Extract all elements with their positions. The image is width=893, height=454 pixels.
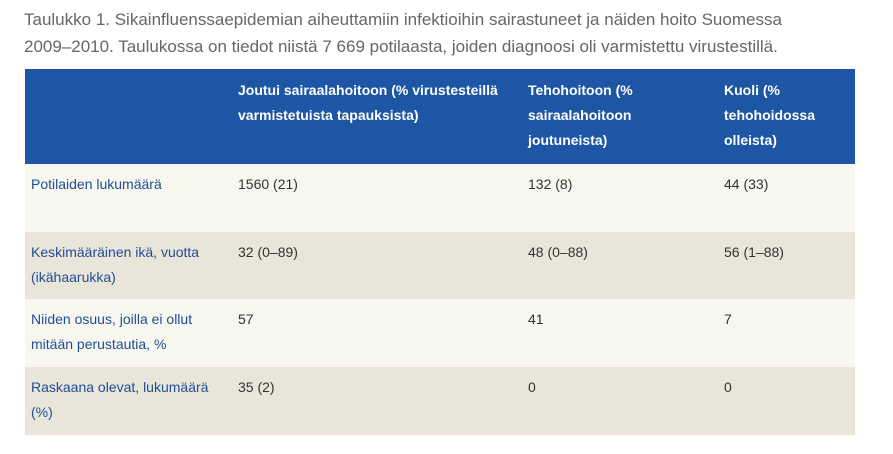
- table-cell: 132 (8): [522, 164, 718, 232]
- header-cell-hospitalized: Joutui sairaalahoitoon (% virustesteillä…: [232, 69, 522, 164]
- table-cell: 44 (33): [718, 164, 855, 232]
- table-row: Potilaiden lukumäärä 1560 (21) 132 (8) 4…: [25, 164, 855, 232]
- table-body: Potilaiden lukumäärä 1560 (21) 132 (8) 4…: [25, 164, 855, 435]
- table-cell: 48 (0–88): [522, 232, 718, 299]
- caption-line-1: Taulukko 1. Sikainfluenssaepidemian aihe…: [24, 10, 782, 29]
- table-cell: 7: [718, 299, 855, 367]
- row-label: Niiden osuus, joilla ei ollut mitään per…: [25, 299, 232, 367]
- header-cell-died: Kuoli (% tehohoidossa olleista): [718, 69, 855, 164]
- table-caption: Taulukko 1. Sikainfluenssaepidemian aihe…: [24, 6, 884, 60]
- header-row: Joutui sairaalahoitoon (% virustesteillä…: [25, 69, 855, 164]
- table-header: Joutui sairaalahoitoon (% virustesteillä…: [25, 69, 855, 164]
- table-cell: 41: [522, 299, 718, 367]
- table-cell: 32 (0–89): [232, 232, 522, 299]
- row-label: Potilaiden lukumäärä: [25, 164, 232, 232]
- header-cell-empty: [25, 69, 232, 164]
- table-row: Keskimääräinen ikä, vuotta (ikähaarukka)…: [25, 232, 855, 299]
- table-cell: 57: [232, 299, 522, 367]
- table-cell: 35 (2): [232, 367, 522, 435]
- table-cell: 0: [522, 367, 718, 435]
- table-row: Raskaana olevat, lukumäärä (%) 35 (2) 0 …: [25, 367, 855, 435]
- row-label: Raskaana olevat, lukumäärä (%): [25, 367, 232, 435]
- table-cell: 56 (1–88): [718, 232, 855, 299]
- row-label: Keskimääräinen ikä, vuotta (ikähaarukka): [25, 232, 232, 299]
- table-row: Niiden osuus, joilla ei ollut mitään per…: [25, 299, 855, 367]
- caption-line-2: 2009–2010. Taulukossa on tiedot niistä 7…: [24, 37, 778, 56]
- data-table: Joutui sairaalahoitoon (% virustesteillä…: [25, 69, 855, 435]
- table-cell: 0: [718, 367, 855, 435]
- table-cell: 1560 (21): [232, 164, 522, 232]
- header-cell-intensive-care: Tehohoitoon (% sairaalahoitoon joutuneis…: [522, 69, 718, 164]
